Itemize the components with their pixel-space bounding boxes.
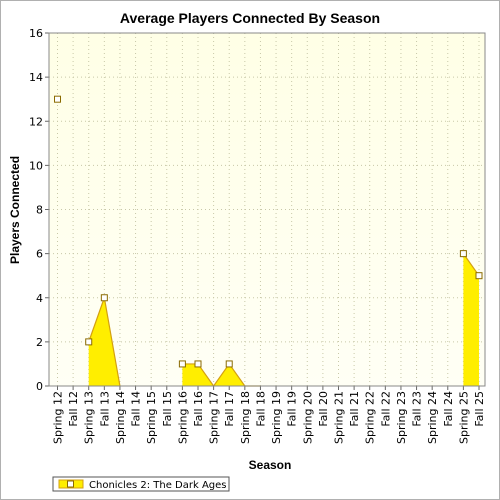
- y-tick-label: 10: [29, 159, 43, 172]
- data-point: [225, 360, 233, 368]
- x-tick-label: Fall 16: [192, 391, 205, 427]
- series-area: [463, 253, 479, 386]
- data-point: [178, 360, 186, 368]
- x-tick-label: Fall 19: [286, 391, 299, 427]
- x-tick-label: Fall 18: [254, 391, 267, 427]
- y-tick-label: 8: [36, 204, 43, 217]
- x-tick-label: Spring 14: [114, 391, 127, 444]
- x-tick-label: Spring 23: [395, 391, 408, 444]
- y-tick-label: 14: [29, 71, 43, 84]
- data-point: [85, 338, 93, 346]
- x-tick-label: Fall 15: [161, 391, 174, 427]
- x-tick-label: Spring 15: [145, 391, 158, 444]
- y-tick-label: 12: [29, 115, 43, 128]
- x-tick-label: Fall 24: [442, 391, 455, 427]
- legend: Chonicles 2: The Dark Ages: [52, 476, 230, 492]
- legend-label: Chonicles 2: The Dark Ages: [89, 480, 227, 491]
- x-tick-label: Spring 21: [333, 391, 346, 444]
- x-tick-label: Fall 17: [223, 391, 236, 427]
- x-tick-label: Spring 13: [83, 391, 96, 444]
- data-point: [100, 294, 108, 302]
- y-axis-ticks: 0 2 4 6 8 10 12 14 16: [29, 27, 49, 393]
- y-tick-label: 0: [36, 380, 43, 393]
- x-axis-title: Season: [249, 458, 292, 472]
- series-line: [462, 253, 480, 277]
- x-tick-label: Spring 18: [239, 391, 252, 444]
- plot-area: [48, 32, 486, 387]
- x-tick-label: Fall 22: [379, 391, 392, 427]
- x-tick-label: Fall 25: [473, 391, 486, 427]
- grid-lines: [49, 33, 485, 386]
- data-point: [475, 272, 483, 280]
- y-tick-label: 16: [29, 27, 43, 40]
- x-tick-label: Fall 21: [348, 391, 361, 427]
- y-tick-label: 4: [36, 292, 43, 305]
- x-tick-label: Spring 20: [301, 391, 314, 444]
- legend-box: [52, 476, 230, 492]
- x-tick-label: Spring 25: [457, 391, 470, 444]
- x-axis-ticks: Spring 12 Fall 12 Spring 13 Fall 13 Spring 1…: [52, 386, 486, 444]
- x-tick-label: Fall 20: [317, 391, 330, 427]
- x-tick-label: Spring 22: [364, 391, 377, 444]
- data-markers: [54, 95, 483, 368]
- x-tick-label: Fall 13: [98, 391, 111, 427]
- data-point: [54, 95, 61, 103]
- chart-title: Average Players Connected By Season: [120, 10, 380, 26]
- plot-border: [48, 32, 486, 387]
- legend-marker: [67, 480, 74, 488]
- series-area-layer: [88, 253, 480, 388]
- data-point: [459, 250, 467, 258]
- x-tick-label: Fall 23: [411, 391, 424, 427]
- x-tick-label: Spring 19: [270, 391, 283, 444]
- y-tick-label: 2: [36, 336, 43, 349]
- y-tick-label: 6: [36, 248, 43, 261]
- x-tick-label: Fall 12: [67, 391, 80, 427]
- x-tick-label: Spring 24: [426, 391, 439, 444]
- x-tick-label: Spring 17: [208, 391, 221, 444]
- x-tick-label: Spring 16: [176, 391, 189, 444]
- data-point: [194, 360, 202, 368]
- y-axis-title: Players Connected: [8, 156, 22, 264]
- x-tick-label: Spring 12: [52, 391, 65, 444]
- x-tick-label: Fall 14: [130, 391, 143, 427]
